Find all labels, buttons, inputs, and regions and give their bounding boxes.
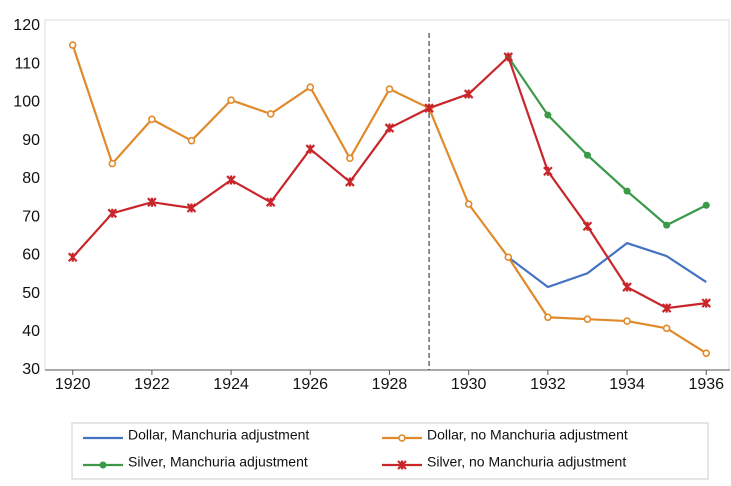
legend-box — [71, 422, 709, 480]
x-tick-label: 1924 — [213, 376, 249, 393]
marker — [583, 315, 592, 323]
y-tick-label: 50 — [22, 285, 40, 302]
x-tick-label: 1934 — [609, 376, 645, 393]
marker — [424, 103, 434, 113]
marker — [544, 313, 552, 322]
marker — [107, 208, 118, 219]
marker — [227, 96, 235, 104]
marker — [148, 115, 156, 124]
marker — [583, 151, 591, 159]
marker — [187, 136, 196, 145]
marker — [662, 324, 671, 333]
marker — [463, 89, 474, 99]
marker — [397, 460, 407, 470]
marker — [186, 203, 197, 213]
line — [507, 56, 707, 227]
marker — [464, 200, 473, 208]
marker — [266, 110, 275, 118]
x-tick-label: 1932 — [530, 376, 566, 393]
y-tick-label: 110 — [14, 55, 40, 72]
y-tick-label: 30 — [22, 361, 40, 378]
marker — [623, 317, 631, 325]
marker — [544, 111, 552, 119]
x-tick-label: 1930 — [451, 376, 487, 393]
marker — [384, 123, 395, 133]
x-tick-label: 1926 — [292, 376, 328, 393]
marker — [702, 201, 710, 209]
y-tick-label: 120 — [13, 17, 40, 34]
marker — [504, 253, 513, 262]
marker — [543, 166, 553, 177]
y-tick-label: 100 — [13, 94, 40, 111]
marker — [622, 282, 632, 292]
marker — [305, 144, 316, 154]
marker — [226, 175, 236, 185]
marker — [623, 187, 631, 195]
y-tick-label: 80 — [22, 170, 40, 187]
marker — [68, 41, 77, 49]
legend-label: Silver, no Manchuria adjustment — [427, 454, 626, 470]
marker — [108, 159, 117, 168]
y-tick-label: 90 — [22, 132, 40, 149]
x-tick-label: 1920 — [55, 376, 91, 393]
legend-label: Dollar, Manchuria adjustment — [128, 427, 309, 443]
line — [71, 54, 707, 310]
marker — [147, 197, 157, 207]
y-tick-label: 70 — [22, 208, 40, 225]
marker — [345, 177, 355, 187]
x-tick-label: 1928 — [372, 376, 408, 393]
marker — [663, 221, 671, 229]
marker — [702, 349, 711, 357]
legend-label: Silver, Manchuria adjustment — [128, 454, 308, 470]
marker — [265, 197, 276, 207]
legend-label: Dollar, no Manchuria adjustment — [427, 427, 628, 443]
marker — [99, 461, 107, 469]
marker — [67, 252, 78, 263]
marker — [398, 434, 406, 442]
x-tick-label: 1936 — [688, 376, 724, 393]
y-tick-label: 60 — [22, 247, 40, 264]
marker — [582, 221, 593, 232]
marker — [503, 52, 514, 62]
line — [507, 241, 707, 289]
x-tick-label: 1922 — [134, 376, 170, 393]
marker — [306, 83, 315, 91]
marker — [346, 154, 354, 163]
marker — [661, 303, 672, 313]
marker — [701, 298, 712, 308]
y-tick-label: 40 — [22, 323, 40, 340]
marker — [385, 85, 394, 93]
